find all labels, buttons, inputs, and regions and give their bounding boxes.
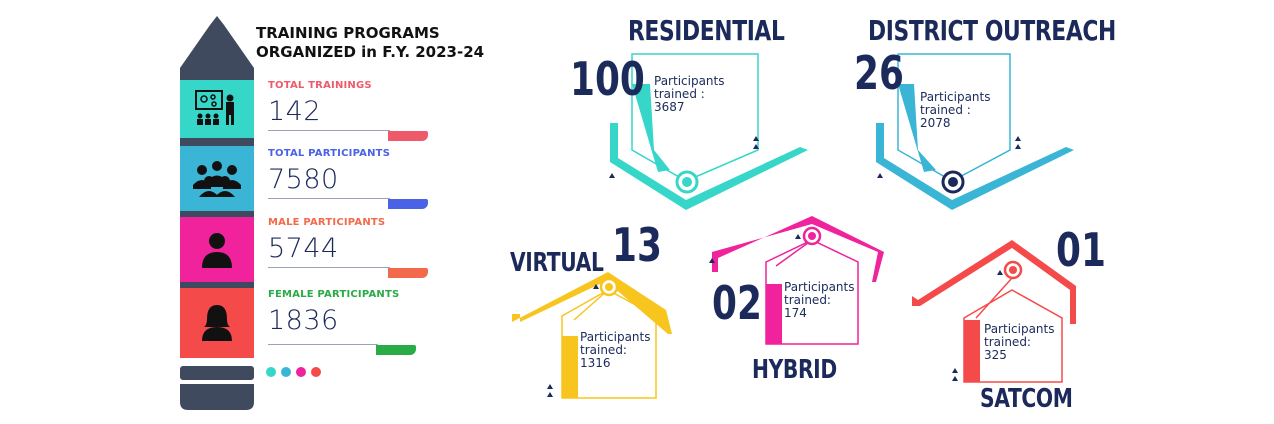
district-outreach-title: DISTRICT OUTREACH — [868, 14, 1116, 47]
district-outreach-trained-value: 2078 — [920, 116, 951, 130]
participants-label: Participants — [984, 322, 1055, 336]
stat-label-female-participants: FEMALE PARTICIPANTS — [268, 289, 400, 300]
title-line-2: ORGANIZED in F.Y. 2023-24 — [256, 43, 485, 61]
divider — [268, 344, 378, 345]
district-outreach-count: 26 — [854, 46, 904, 100]
presentation-icon-box — [180, 80, 254, 138]
hybrid-count: 02 — [712, 276, 762, 330]
hybrid-title: HYBRID — [752, 355, 837, 385]
residential-count: 100 — [570, 52, 645, 106]
virtual-participants: Participants trained: 1316 — [580, 331, 651, 370]
presentation-icon — [195, 90, 234, 125]
pencil-band — [180, 138, 254, 146]
satcom-count: 01 — [1056, 223, 1106, 277]
hybrid-participants: Participants trained: 174 — [784, 281, 855, 320]
stat-label-total-trainings: TOTAL TRAININGS — [268, 80, 372, 91]
district-outreach-participants: Participants trained : 2078 — [920, 91, 991, 130]
trained-label: trained : — [920, 103, 971, 117]
stat-tab — [388, 268, 428, 278]
divider — [268, 130, 390, 131]
participants-label: Participants — [654, 74, 725, 88]
group-icon-box — [180, 146, 254, 211]
dot — [266, 367, 276, 377]
pencil-band — [180, 211, 254, 217]
stat-value-total-participants: 7580 — [268, 164, 339, 195]
satcom-title: SATCOM — [980, 384, 1073, 414]
stat-value-total-trainings: 142 — [268, 96, 322, 127]
stat-label-male-participants: MALE PARTICIPANTS — [268, 217, 386, 228]
district-outreach-shape — [876, 53, 1074, 210]
male-user-icon-box — [180, 217, 254, 282]
female-user-icon — [202, 305, 232, 341]
participants-label: Participants — [920, 90, 991, 104]
participants-label: Participants — [580, 330, 651, 344]
trained-label: trained: — [580, 343, 627, 357]
divider — [268, 198, 390, 199]
satcom-trained-value: 325 — [984, 348, 1007, 362]
hybrid-trained-value: 174 — [784, 306, 807, 320]
male-user-icon — [202, 232, 232, 268]
female-user-icon-box — [180, 288, 254, 358]
virtual-trained-value: 1316 — [580, 356, 611, 370]
hybrid-shape — [709, 216, 884, 345]
pencil-band — [180, 72, 254, 80]
stat-value-male-participants: 5744 — [268, 233, 339, 264]
virtual-title: VIRTUAL — [510, 248, 604, 278]
residential-shape — [609, 53, 808, 210]
title-line-1: TRAINING PROGRAMS — [256, 24, 440, 42]
trained-label: trained : — [654, 87, 705, 101]
page-title: TRAINING PROGRAMS ORGANIZED in F.Y. 2023… — [256, 24, 496, 62]
dot — [281, 367, 291, 377]
dot — [311, 367, 321, 377]
trained-label: trained: — [984, 335, 1031, 349]
satcom-participants: Participants trained: 325 — [984, 323, 1055, 362]
satcom-shape — [912, 240, 1076, 383]
stat-label-total-participants: TOTAL PARTICIPANTS — [268, 148, 391, 159]
residential-title: RESIDENTIAL — [628, 14, 785, 47]
stat-tab — [376, 345, 416, 355]
stat-tab — [388, 131, 428, 141]
virtual-count: 13 — [612, 218, 662, 272]
pencil-band — [180, 282, 254, 288]
residential-participants: Participants trained : 3687 — [654, 75, 725, 114]
pencil-eraser-icon — [180, 366, 254, 410]
divider — [268, 267, 390, 268]
trained-label: trained: — [784, 293, 831, 307]
stat-value-female-participants: 1836 — [268, 305, 339, 336]
virtual-shape — [512, 272, 672, 399]
participants-label: Participants — [784, 280, 855, 294]
stat-tab — [388, 199, 428, 209]
pencil-tip-icon — [180, 16, 254, 72]
residential-trained-value: 3687 — [654, 100, 685, 114]
group-icon — [193, 160, 241, 197]
dot — [296, 367, 306, 377]
